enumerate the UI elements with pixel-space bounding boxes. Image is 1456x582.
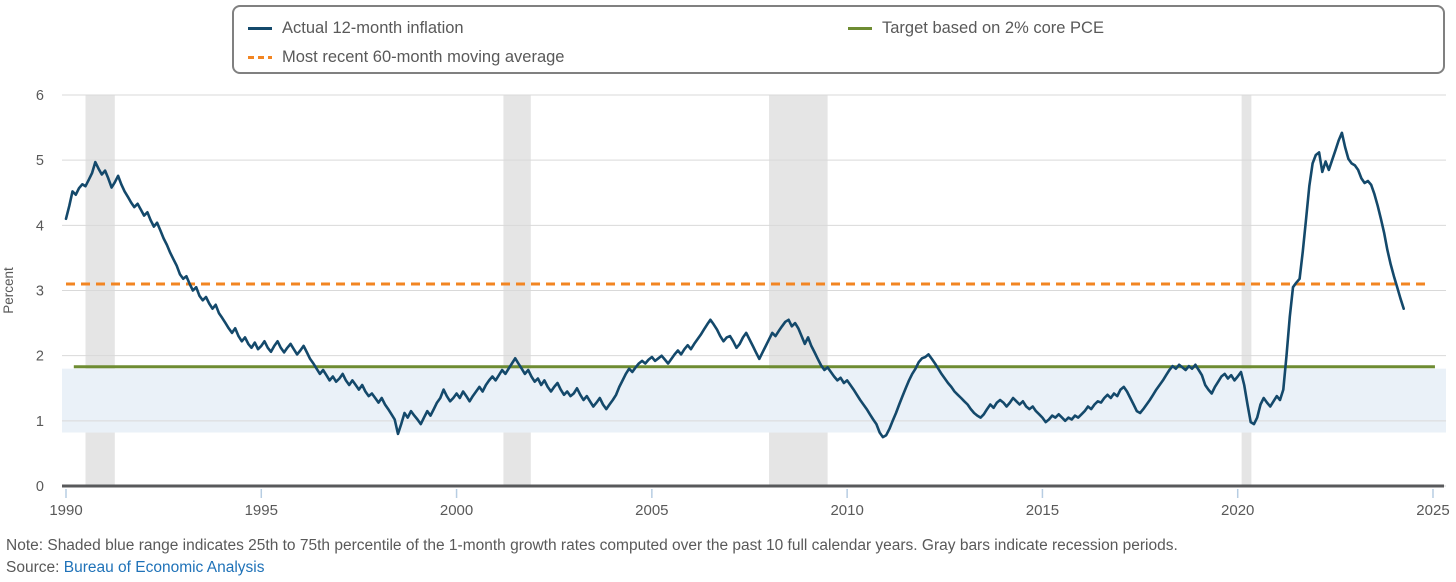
legend-label-actual-inflation: Actual 12-month inflation [282,19,464,37]
y-tick-label: 4 [36,218,44,234]
percentile-band [62,368,1446,433]
y-tick-label: 6 [36,88,44,104]
y-tick-label: 0 [36,479,44,495]
y-axis-title: Percent [1,267,16,314]
source-link[interactable]: Bureau of Economic Analysis [63,559,265,576]
y-tick-label: 2 [36,349,44,365]
chart-legend: Actual 12-month inflation Most recent 60… [232,5,1445,74]
x-tick-label: 1995 [245,502,278,519]
target-line-swatch [848,27,872,30]
x-tick-label: 1990 [49,502,82,519]
y-tick-label: 3 [36,284,44,300]
x-tick-label: 2025 [1416,502,1449,519]
chart-note: Note: Shaded blue range indicates 25th t… [6,537,1178,554]
x-tick-label: 2015 [1026,502,1059,519]
y-tick-label: 5 [36,153,44,169]
source-line: Source: Bureau of Economic Analysis [6,559,264,577]
actual-inflation-line-swatch [248,27,272,30]
x-tick-label: 2020 [1221,502,1254,519]
x-tick-label: 2000 [440,502,473,519]
inflation-chart-svg: 1990 1995 2000 2005 2010 2015 2020 2025 0 1 2 3 4 5 6 P… [1,88,1450,519]
actual-inflation-line [64,131,1405,439]
inflation-chart: 1990 1995 2000 2005 2010 2015 2020 2025 0 1 2 3 4 5 6 P… [0,85,1456,525]
legend-item-actual-inflation: Actual 12-month inflation [248,19,464,38]
legend-item-moving-average: Most recent 60-month moving average [248,48,564,67]
source-prefix: Source: [6,559,64,576]
moving-average-dashed-swatch [248,56,272,59]
legend-item-target: Target based on 2% core PCE [848,19,1104,38]
x-tick-label: 2010 [830,502,863,519]
y-tick-label: 1 [36,414,44,430]
legend-label-target: Target based on 2% core PCE [882,19,1104,37]
legend-label-moving-average: Most recent 60-month moving average [282,48,565,66]
x-tick-label: 2005 [635,502,668,519]
